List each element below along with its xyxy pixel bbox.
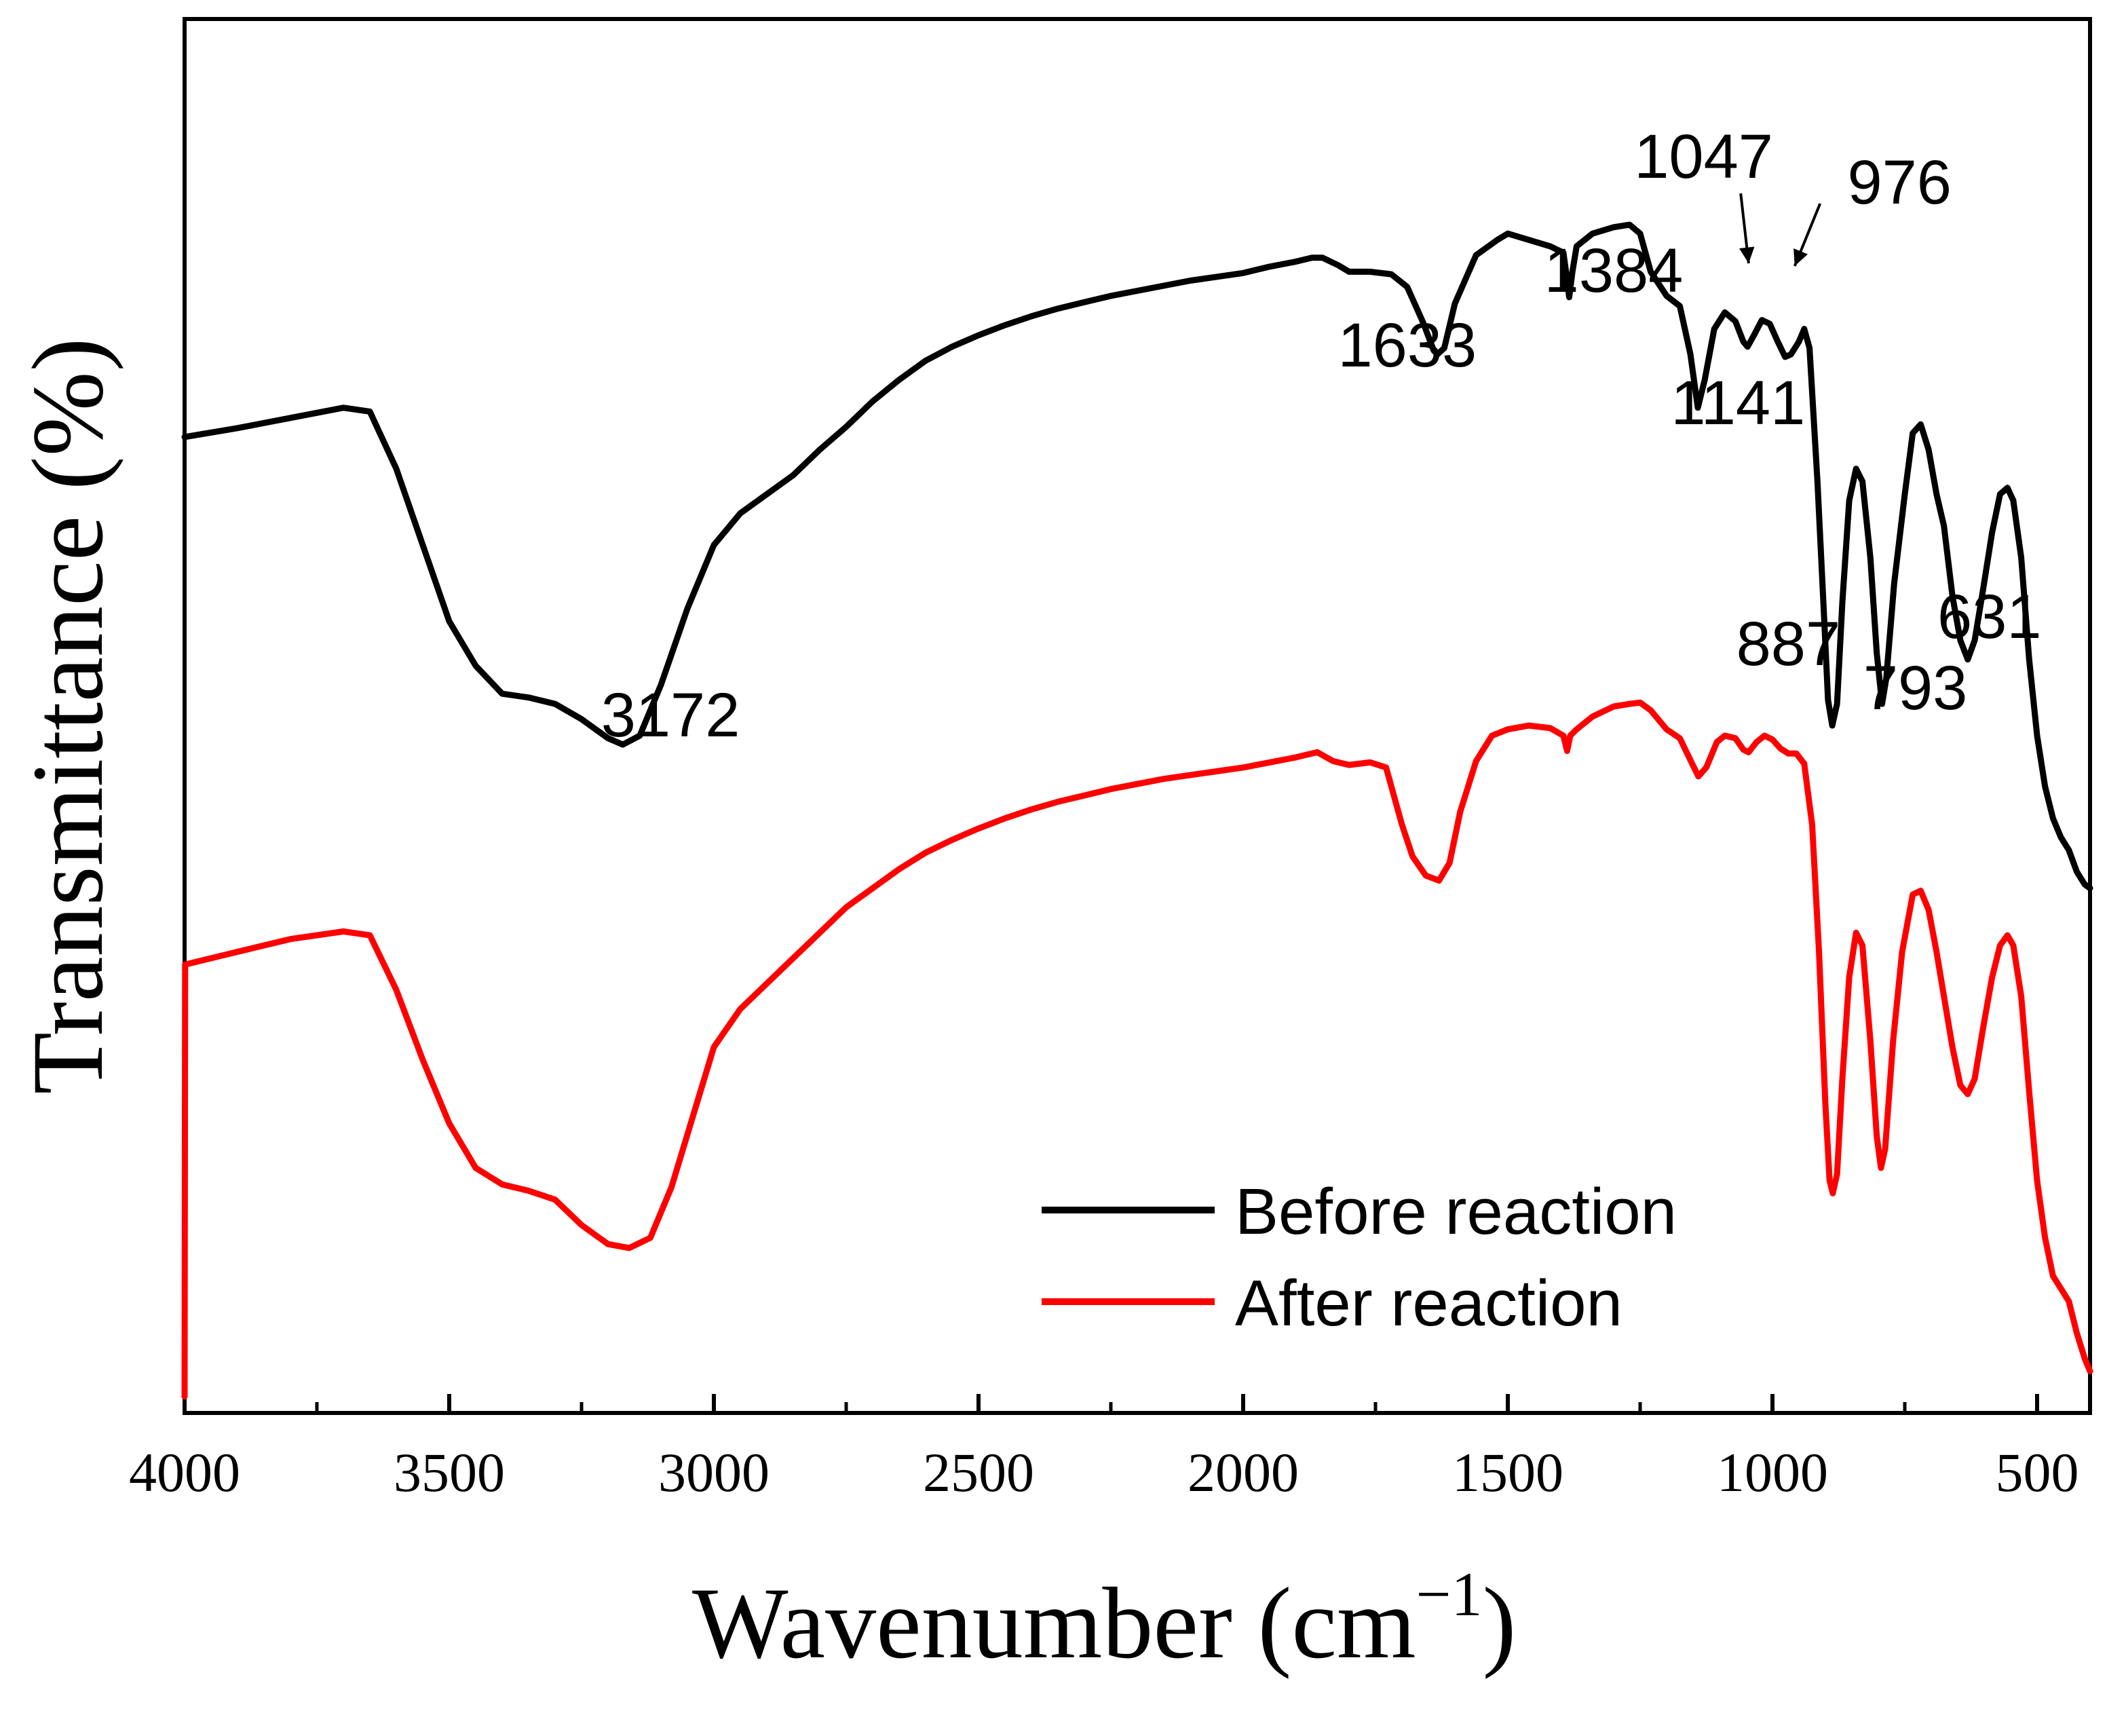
x-axis-title-sup: −1 [1416,1560,1483,1629]
peak-label: 1633 [1337,311,1477,380]
x-tick-label: 3000 [658,1441,770,1503]
peak-label: 1384 [1544,236,1684,305]
legend: Before reaction After reaction [1042,1175,1677,1340]
peak-arrow-head [1793,248,1808,266]
legend-label-before: Before reaction [1235,1175,1677,1248]
peak-label: 631 [1937,582,2042,652]
x-tick-label: 1500 [1452,1441,1563,1503]
series-line-before-reaction [181,221,2093,892]
x-axis-title: Wavenumber (cm−1) [692,1560,1516,1680]
legend-label-after: After reaction [1235,1267,1622,1340]
peak-label: 1047 [1634,122,1773,191]
x-axis-title-main: Wavenumber (cm [692,1567,1416,1680]
x-axis-ticks: 4000 3500 3000 2500 2000 1500 1000 500 [129,1394,2079,1503]
peak-label: 793 [1863,654,1968,723]
peak-label: 887 [1736,609,1841,679]
x-tick-label: 500 [1996,1441,2079,1503]
x-tick-label: 1000 [1717,1441,1828,1503]
peak-label: 3172 [601,681,740,750]
x-tick-label: 4000 [129,1441,240,1503]
peak-label: 976 [1847,148,1952,217]
plot-frame [183,17,2092,1415]
peak-label: 1141 [1671,369,1805,438]
series-layer [181,221,2093,1400]
peak-arrow-head [1739,246,1755,263]
x-tick-label: 2500 [923,1441,1034,1503]
x-tick-label: 2000 [1188,1441,1299,1503]
series-line-after-reaction [181,699,2093,1400]
x-tick-label: 3500 [394,1441,505,1503]
x-axis-title-close: ) [1483,1567,1517,1680]
y-axis-title: Transmittance (%) [12,337,124,1094]
